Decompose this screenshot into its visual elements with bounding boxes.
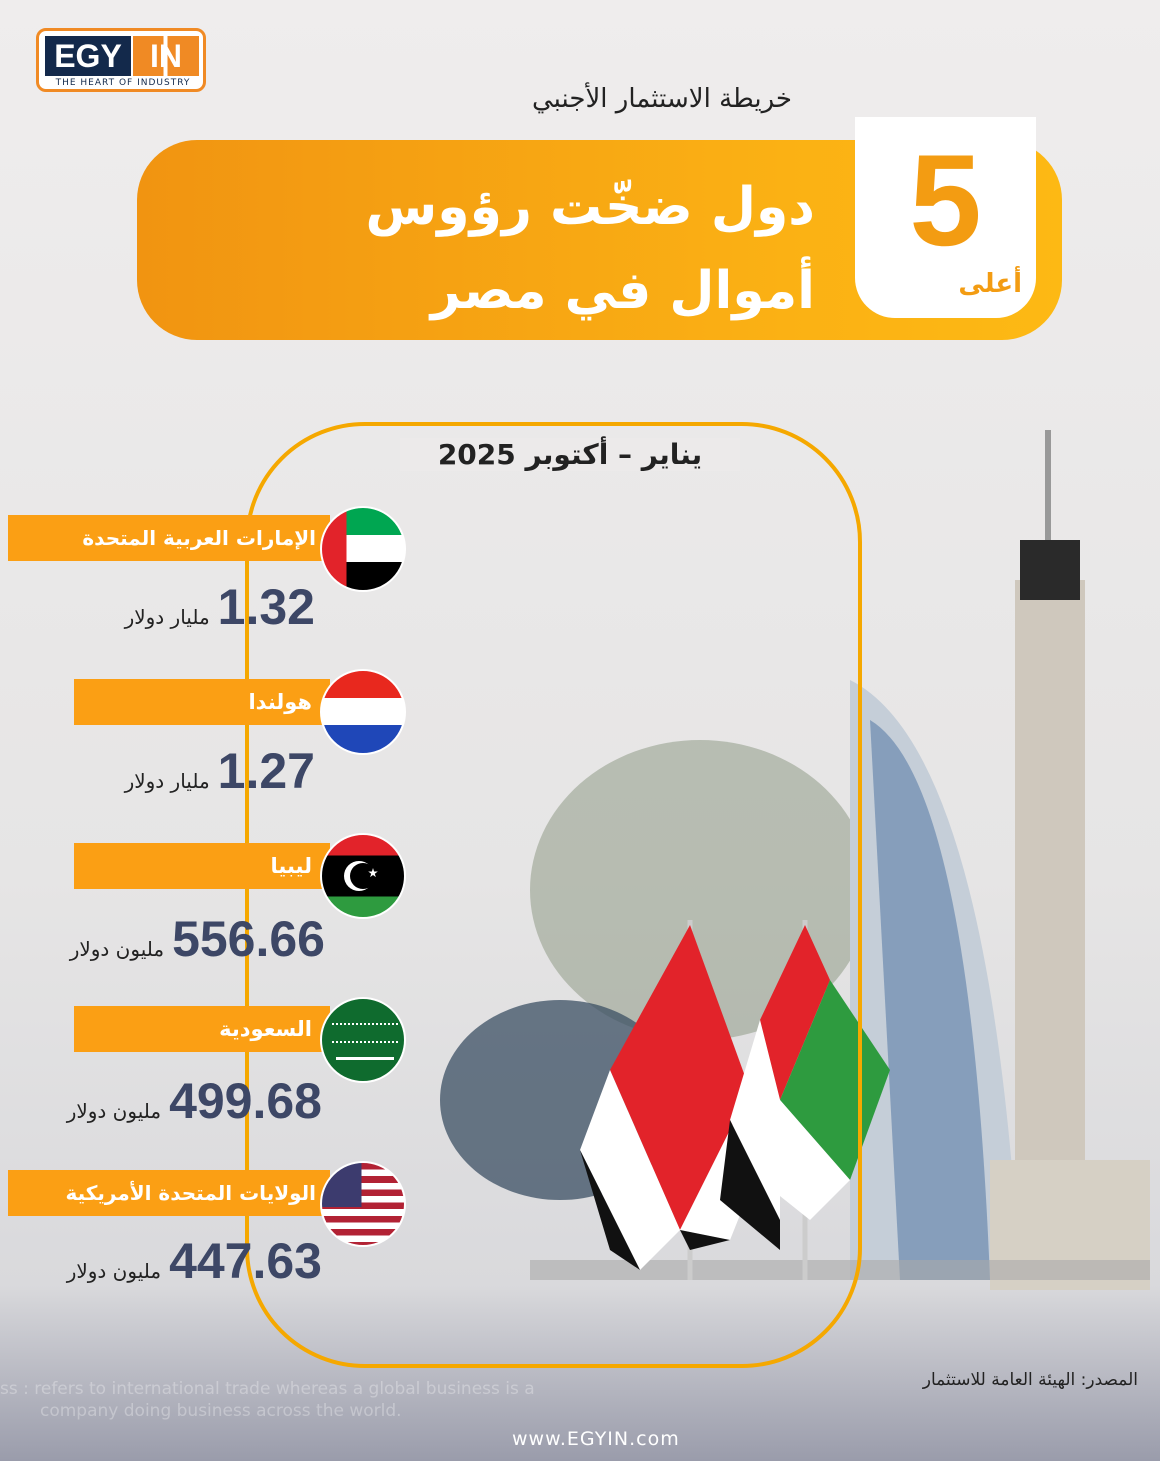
- website-link[interactable]: www.EGYIN.com: [512, 1428, 680, 1450]
- value-unit: مليون دولار: [69, 937, 165, 961]
- saudi-flag-icon: [320, 997, 406, 1083]
- period-label: يناير – أكتوبر 2025: [400, 438, 740, 471]
- value-number: 1.32: [217, 579, 315, 635]
- logo-tagline: THE HEART OF INDUSTRY: [55, 78, 191, 88]
- country-label-libya: ليبيا: [74, 843, 330, 889]
- value-number: 556.66: [172, 911, 325, 967]
- page-title: دول ضخّت رؤوس أموال في مصر: [366, 165, 815, 333]
- logo-in: IN: [133, 36, 199, 76]
- value-number: 499.68: [169, 1073, 322, 1129]
- country-label-uae: الإمارات العربية المتحدة: [8, 515, 330, 561]
- watermark-line-1: ss : refers to international trade where…: [0, 1379, 535, 1399]
- value-usa: 447.63 مليون دولار: [67, 1232, 322, 1290]
- top-5-badge: 5 أعلى: [855, 117, 1036, 318]
- rank-label: أعلى: [958, 269, 1022, 299]
- libya-flag-icon: [320, 833, 406, 919]
- country-label-saudi-arabia: السعودية: [74, 1006, 330, 1052]
- egyin-logo: EGY IN THE HEART OF INDUSTRY: [36, 28, 206, 92]
- egypt-flag: [610, 925, 750, 1230]
- value-unit: مليار دولار: [124, 605, 210, 629]
- value-saudi-arabia: 499.68 مليون دولار: [67, 1072, 322, 1130]
- watermark-text: ss : refers to international trade where…: [0, 1378, 720, 1422]
- usa-flag-icon: [320, 1161, 406, 1247]
- money-pile: [530, 740, 870, 1040]
- title-line-1: دول ضخّت رؤوس: [365, 177, 815, 237]
- value-number: 447.63: [169, 1233, 322, 1289]
- value-libya: 556.66 مليون دولار: [70, 910, 325, 968]
- value-unit: مليار دولار: [124, 769, 210, 793]
- uae-flag-icon: [320, 506, 406, 592]
- country-label-usa: الولايات المتحدة الأمريكية: [8, 1170, 330, 1216]
- watermark-line-2: company doing business across the world.: [40, 1401, 402, 1421]
- cairo-tower: [1015, 580, 1085, 1180]
- value-netherlands: 1.27 مليار دولار: [125, 742, 315, 800]
- value-uae: 1.32 مليار دولار: [125, 578, 315, 636]
- logo-egy: EGY: [45, 36, 131, 76]
- netherlands-flag-icon: [320, 669, 406, 755]
- country-label-netherlands: هولندا: [74, 679, 330, 725]
- value-unit: مليون دولار: [66, 1259, 162, 1283]
- uae-flag: [760, 925, 830, 1100]
- rank-number: 5: [909, 127, 982, 273]
- illustration-cairo-tower-flags: [440, 430, 1150, 1290]
- source-note: المصدر: الهيئة العامة للاستثمار: [922, 1370, 1138, 1390]
- data-frame: [245, 422, 862, 1368]
- title-line-2: أموال في مصر: [430, 261, 815, 321]
- subtitle: خريطة الاستثمار الأجنبي: [532, 84, 792, 114]
- value-unit: مليون دولار: [66, 1099, 162, 1123]
- value-number: 1.27: [217, 743, 315, 799]
